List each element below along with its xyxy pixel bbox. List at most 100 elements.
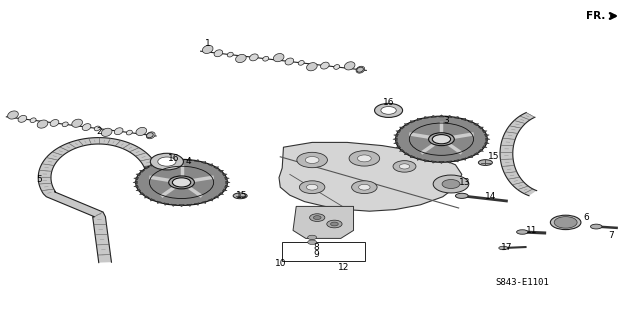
Circle shape (433, 135, 450, 144)
Circle shape (308, 235, 317, 240)
Ellipse shape (203, 45, 213, 53)
Polygon shape (194, 159, 199, 162)
Circle shape (352, 181, 377, 194)
Text: 10: 10 (275, 260, 286, 268)
Ellipse shape (147, 132, 155, 139)
Ellipse shape (298, 60, 304, 65)
Polygon shape (140, 170, 145, 172)
Ellipse shape (82, 124, 91, 131)
Polygon shape (404, 124, 410, 126)
Polygon shape (150, 198, 155, 201)
Polygon shape (150, 164, 155, 166)
Ellipse shape (214, 50, 223, 57)
Polygon shape (454, 160, 459, 162)
Polygon shape (145, 196, 150, 198)
Ellipse shape (517, 230, 528, 234)
Polygon shape (417, 118, 422, 121)
Text: 12: 12 (338, 263, 350, 272)
Polygon shape (394, 142, 399, 144)
Polygon shape (136, 173, 141, 176)
Text: 6: 6 (583, 213, 589, 222)
Polygon shape (404, 152, 410, 155)
Polygon shape (396, 146, 401, 148)
Text: 11: 11 (526, 226, 538, 235)
Polygon shape (478, 149, 483, 151)
Ellipse shape (18, 116, 27, 122)
Text: 4: 4 (185, 157, 190, 166)
Polygon shape (164, 203, 169, 205)
Text: 5: 5 (36, 175, 43, 184)
Polygon shape (482, 146, 487, 148)
Polygon shape (133, 181, 138, 184)
Ellipse shape (126, 130, 132, 135)
Ellipse shape (357, 67, 363, 72)
Text: 8: 8 (313, 244, 320, 252)
Ellipse shape (262, 56, 269, 61)
Ellipse shape (306, 63, 317, 71)
Circle shape (393, 161, 416, 172)
Polygon shape (394, 134, 399, 137)
Circle shape (305, 156, 319, 164)
Polygon shape (187, 158, 192, 161)
Ellipse shape (62, 122, 68, 127)
Polygon shape (208, 164, 213, 166)
Text: FR.: FR. (586, 11, 605, 21)
Polygon shape (140, 192, 145, 195)
Circle shape (396, 116, 487, 162)
Polygon shape (399, 149, 404, 151)
Polygon shape (222, 189, 227, 191)
Polygon shape (224, 185, 229, 188)
Polygon shape (461, 158, 466, 160)
Polygon shape (484, 142, 489, 144)
Circle shape (313, 216, 321, 220)
Polygon shape (454, 116, 459, 119)
Polygon shape (194, 203, 199, 205)
Ellipse shape (345, 62, 355, 70)
Text: 16: 16 (383, 98, 394, 107)
Text: 14: 14 (485, 192, 496, 201)
Polygon shape (439, 161, 444, 164)
Polygon shape (473, 124, 478, 126)
Ellipse shape (147, 133, 154, 138)
Polygon shape (179, 158, 184, 160)
Circle shape (150, 153, 183, 170)
Circle shape (359, 184, 370, 190)
Polygon shape (171, 158, 176, 161)
Polygon shape (134, 177, 139, 180)
Ellipse shape (50, 120, 59, 126)
Ellipse shape (94, 126, 100, 131)
Polygon shape (500, 113, 536, 196)
Ellipse shape (8, 111, 18, 119)
Polygon shape (134, 185, 139, 188)
Polygon shape (410, 121, 415, 123)
Text: 17: 17 (501, 244, 512, 252)
Ellipse shape (236, 54, 247, 63)
Ellipse shape (114, 128, 123, 135)
Ellipse shape (273, 53, 284, 62)
Circle shape (331, 222, 338, 226)
Circle shape (349, 151, 380, 166)
Text: 7: 7 (608, 231, 615, 240)
Polygon shape (164, 159, 169, 162)
Circle shape (136, 159, 227, 205)
Text: 16: 16 (168, 154, 179, 163)
Text: 15: 15 (488, 152, 499, 161)
Circle shape (299, 181, 325, 194)
Polygon shape (136, 189, 141, 191)
Circle shape (375, 103, 403, 117)
Polygon shape (213, 167, 218, 169)
Polygon shape (393, 138, 397, 140)
Circle shape (158, 157, 176, 166)
Circle shape (399, 164, 410, 169)
Polygon shape (187, 204, 192, 206)
Text: 15: 15 (236, 191, 248, 200)
Polygon shape (439, 115, 444, 117)
Circle shape (442, 180, 460, 188)
Ellipse shape (590, 224, 602, 229)
Circle shape (433, 175, 469, 193)
Polygon shape (478, 127, 483, 129)
Circle shape (169, 176, 194, 189)
Polygon shape (293, 206, 354, 238)
Ellipse shape (285, 58, 294, 65)
Ellipse shape (30, 118, 36, 123)
